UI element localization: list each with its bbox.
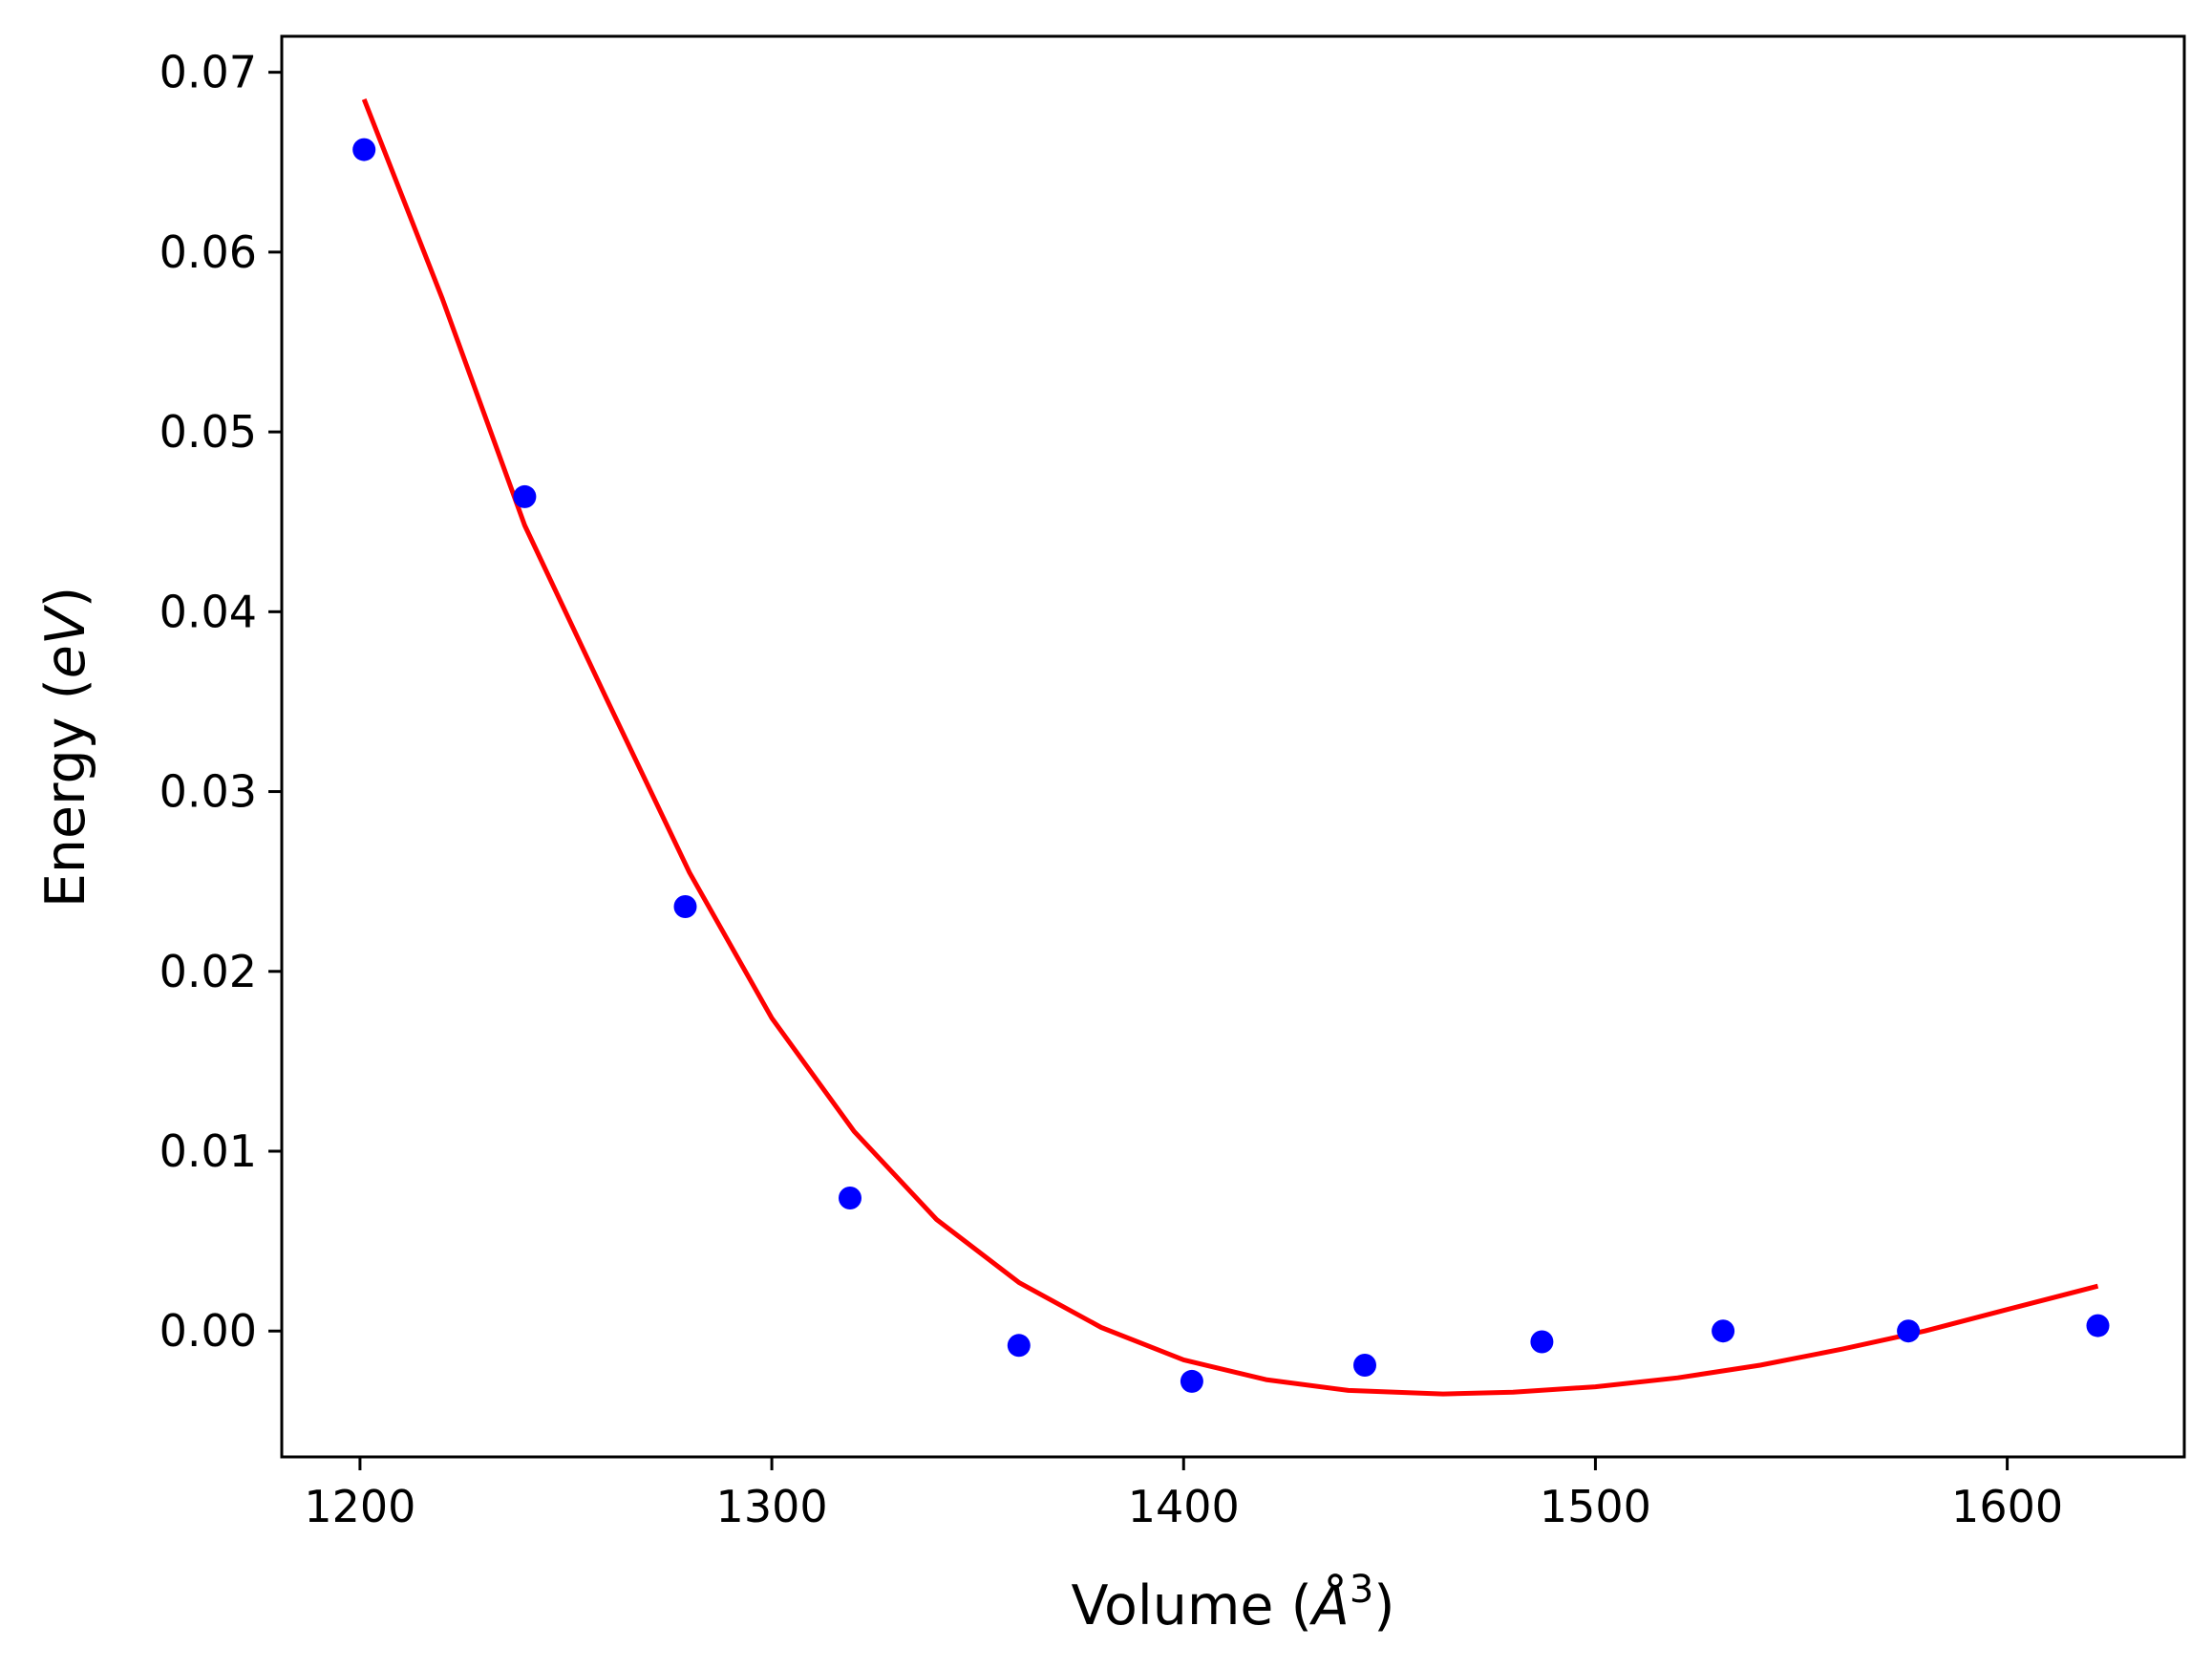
- data-point: [352, 138, 376, 161]
- y-tick-label: 0.07: [160, 47, 257, 98]
- data-point: [1007, 1334, 1031, 1358]
- data-point: [1712, 1319, 1735, 1343]
- y-tick-label: 0.06: [160, 226, 257, 278]
- y-tick-label: 0.03: [160, 766, 257, 818]
- data-point: [1530, 1330, 1554, 1354]
- data-point: [1180, 1369, 1203, 1393]
- x-tick-label: 1400: [1128, 1481, 1240, 1532]
- y-tick-label: 0.04: [160, 586, 257, 637]
- fit-curve: [361, 97, 2099, 1397]
- fit-curve-layer: [361, 97, 2099, 1397]
- x-tick-label: 1500: [1540, 1481, 1651, 1532]
- y-axis: 0.00 0.01 0.02 0.03 0.04 0.05 0.06 0.07: [160, 47, 282, 1357]
- y-tick-label: 0.05: [160, 406, 257, 458]
- x-axis-title: Volume (Å3): [1071, 1568, 1394, 1637]
- data-point: [1897, 1319, 1921, 1343]
- data-point: [2086, 1314, 2110, 1337]
- data-point: [839, 1187, 861, 1209]
- data-point: [673, 895, 697, 918]
- data-points-layer: [352, 138, 2110, 1393]
- plot-frame: [280, 34, 2186, 1459]
- x-axis: 1200 1300 1400 1500 1600: [304, 1457, 2063, 1532]
- data-point: [513, 484, 537, 508]
- x-tick-label: 1300: [716, 1481, 828, 1532]
- x-tick-label: 1200: [304, 1481, 415, 1532]
- y-axis-title: Energy (eV): [34, 587, 97, 908]
- y-tick-label: 0.01: [160, 1125, 257, 1177]
- y-tick-label: 0.02: [160, 946, 257, 997]
- x-tick-label: 1600: [1951, 1481, 2063, 1532]
- data-point: [1353, 1354, 1376, 1377]
- y-tick-label: 0.00: [160, 1305, 257, 1357]
